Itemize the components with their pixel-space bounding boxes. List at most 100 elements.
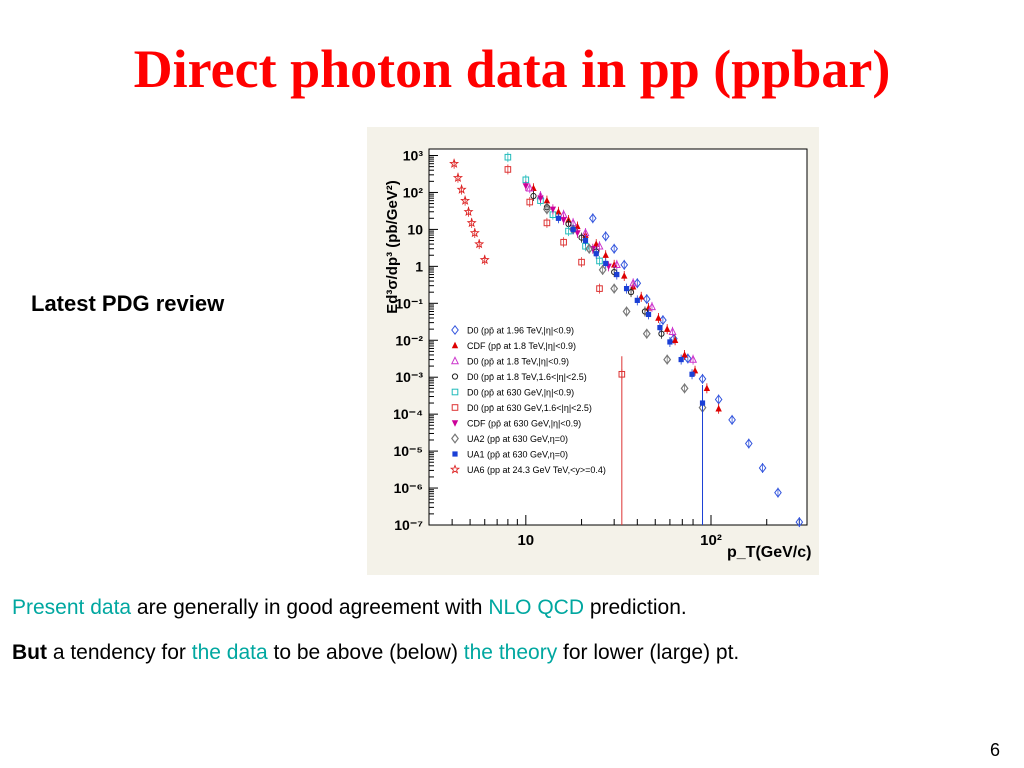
- page-number: 6: [989, 740, 1000, 760]
- data-point: [596, 257, 603, 265]
- y-tick-label: 1: [415, 258, 423, 274]
- data-point: [585, 243, 594, 254]
- y-tick-label: 10⁻⁷: [394, 517, 423, 533]
- data-point: [610, 283, 619, 294]
- data-point: [627, 289, 635, 296]
- y-tick-label: 10⁻⁵: [393, 443, 423, 459]
- data-point: [795, 517, 804, 528]
- data-point: [681, 351, 688, 358]
- data-point: [663, 325, 671, 332]
- data-point: [744, 438, 753, 449]
- data-point: [449, 158, 460, 168]
- data-point: [479, 254, 490, 265]
- data-point: [522, 183, 530, 190]
- data-point: [595, 241, 604, 250]
- data-point: [623, 286, 630, 292]
- y-tick-label: 10²: [403, 184, 424, 200]
- data-point: [469, 227, 480, 238]
- data-point: [474, 238, 485, 249]
- legend-marker: [451, 420, 459, 427]
- line2-text-a: a tendency for: [47, 641, 192, 664]
- data-point: [582, 237, 589, 244]
- data-point: [578, 258, 585, 266]
- data-point: [555, 208, 562, 215]
- data-point: [612, 260, 621, 269]
- legend-entry: CDF (pp̄ at 1.8 TeV,|η|<0.9): [467, 341, 576, 351]
- legend-entry: D0 (pp̄ at 1.96 TeV,|η|<0.9): [467, 326, 574, 336]
- data-point: [598, 264, 607, 276]
- photon-cross-section-chart: 10³ 10² 10 1 10⁻¹ 10⁻² 10⁻³ 10⁻⁴ 10⁻⁵ 10⁻⁶ 10⁻⁷ 10…: [384, 148, 811, 561]
- summary-line-1: Present data are generally in good agree…: [12, 596, 687, 620]
- x-tick-label: 10²: [700, 532, 722, 549]
- data-point: [621, 272, 628, 279]
- data-point: [525, 183, 534, 192]
- line1-text-b: prediction.: [584, 596, 687, 619]
- data-point: [560, 217, 567, 224]
- data-point: [530, 192, 537, 200]
- data-point: [714, 394, 723, 405]
- y-tick-label: 10⁻⁴: [393, 406, 423, 422]
- y-tick-label: 10⁻¹: [395, 295, 423, 311]
- data-point: [698, 373, 707, 384]
- data-point: [680, 383, 689, 394]
- data-point: [689, 371, 695, 377]
- y-tick-label: 10⁻³: [395, 369, 423, 385]
- data-point: [610, 261, 618, 268]
- y-tick-label: 10³: [403, 148, 424, 164]
- line2-text-b: to be above (below): [267, 641, 464, 664]
- data-point: [668, 326, 677, 335]
- data-point: [663, 354, 672, 365]
- legend-entry: D0 (pp̄ at 1.8 TeV,1.6<|η|<2.5): [467, 372, 587, 382]
- legend-marker: [451, 341, 459, 349]
- legend-marker: [451, 404, 459, 411]
- y-axis-label: Ed³σ/dp³ (pb/GeV²): [384, 180, 401, 314]
- legend-entry: D0 (pp̄ at 630 GeV,|η|<0.9): [467, 388, 574, 398]
- data-point: [633, 278, 642, 289]
- data-point: [620, 259, 629, 270]
- data-point: [456, 184, 467, 194]
- data-point: [659, 315, 667, 326]
- data-point: [603, 260, 609, 267]
- x-tick-label: 10: [517, 532, 534, 549]
- legend-entry: UA1 (pp̄ at 630 GeV,η=0): [467, 450, 568, 460]
- line1-text-a: are generally in good agreement with: [131, 596, 489, 619]
- data-point: [774, 487, 782, 498]
- data-point: [578, 234, 585, 241]
- data-point: [715, 405, 722, 412]
- legend-marker: [451, 373, 459, 380]
- legend-entry: D0 (pp̄ at 1.8 TeV,|η|<0.9): [467, 357, 569, 367]
- data-point: [593, 251, 599, 257]
- y-tick-label: 10⁻⁶: [394, 480, 423, 496]
- data-point: [667, 339, 673, 345]
- data-point: [658, 330, 665, 337]
- data-point: [543, 196, 551, 204]
- data-point: [657, 325, 663, 331]
- legend-entry: D0 (pp̄ at 630 GeV,1.6<|η|<2.5): [467, 403, 592, 413]
- data-point: [543, 219, 551, 227]
- legend-marker: [451, 324, 459, 336]
- data-point: [463, 206, 474, 217]
- data-point: [647, 302, 656, 311]
- data-point: [574, 222, 581, 230]
- data-point: [570, 226, 576, 233]
- x-axis-label: p_T(GeV/c): [727, 544, 811, 561]
- data-point: [574, 230, 581, 237]
- legend-marker: [451, 388, 459, 396]
- y-tick-label: 10⁻²: [395, 332, 423, 348]
- data-point: [588, 213, 597, 224]
- side-label: Latest PDG review: [31, 291, 225, 316]
- nlo-qcd-text: NLO QCD: [488, 596, 584, 619]
- summary-line-2: But a tendency for the data to be above …: [12, 641, 739, 665]
- data-point: [504, 166, 512, 173]
- data-point: [602, 251, 609, 258]
- legend-marker: [450, 356, 460, 365]
- data-point: [560, 238, 567, 246]
- line2-text-c: for lower (large) pt.: [557, 641, 740, 664]
- the-theory-text: the theory: [463, 641, 558, 664]
- data-point: [689, 354, 698, 363]
- data-point: [610, 243, 618, 254]
- legend-entry: UA6 (pp at 24.3 GeV TeV,<y>=0.4): [467, 465, 606, 475]
- data-point: [555, 215, 562, 221]
- data-point: [452, 172, 464, 183]
- data-point: [629, 278, 638, 287]
